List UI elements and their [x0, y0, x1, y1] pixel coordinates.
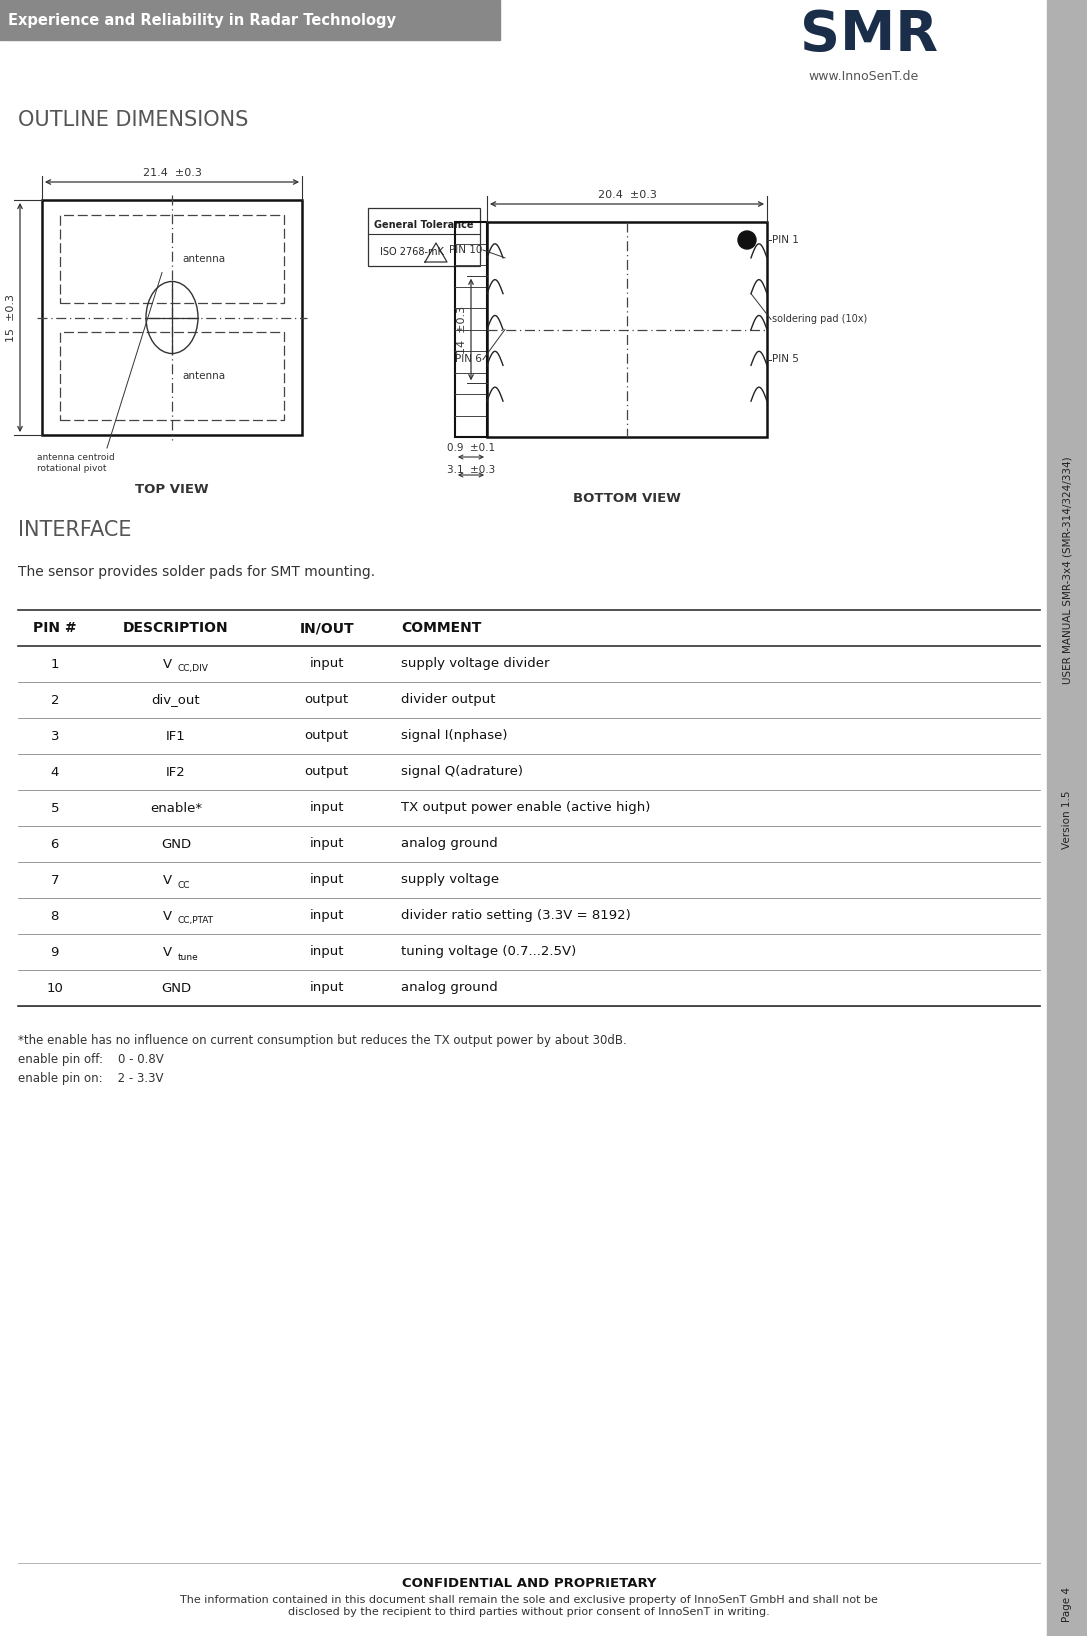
Bar [368, 208, 480, 267]
Text: PIN 6: PIN 6 [455, 355, 482, 365]
Text: 20.4  ±0.3: 20.4 ±0.3 [598, 190, 657, 200]
Text: CONFIDENTIAL AND PROPRIETARY: CONFIDENTIAL AND PROPRIETARY [402, 1577, 657, 1590]
Text: PIN 5: PIN 5 [772, 355, 799, 365]
Text: antenna: antenna [182, 254, 225, 263]
Text: V: V [163, 874, 173, 887]
Bar [487, 222, 767, 437]
Text: input: input [310, 838, 343, 851]
Text: soldering pad (10x): soldering pad (10x) [772, 314, 867, 324]
Text: enable*: enable* [150, 802, 202, 815]
Text: V: V [163, 658, 173, 671]
Text: tune: tune [178, 952, 199, 962]
Text: div_out: div_out [151, 694, 200, 707]
Text: 8: 8 [51, 910, 59, 923]
Text: *the enable has no influence on current consumption but reduces the TX output po: *the enable has no influence on current … [18, 1034, 627, 1047]
Text: signal Q(adrature): signal Q(adrature) [401, 766, 523, 779]
Text: tuning voltage (0.7...2.5V): tuning voltage (0.7...2.5V) [401, 946, 576, 959]
Text: General Tolerance: General Tolerance [374, 219, 474, 231]
Text: 2: 2 [50, 694, 59, 707]
Text: output: output [304, 694, 349, 707]
Text: 3: 3 [50, 730, 59, 743]
Text: input: input [310, 658, 343, 671]
Text: CC,PTAT: CC,PTAT [178, 916, 214, 926]
Text: enable pin off:    0 - 0.8V: enable pin off: 0 - 0.8V [18, 1054, 164, 1067]
Text: CC,DIV: CC,DIV [178, 664, 209, 674]
Text: Version 1.5: Version 1.5 [1062, 790, 1072, 849]
Text: ISO 2768-mK: ISO 2768-mK [380, 247, 443, 257]
Bar [60, 214, 284, 303]
Text: Experience and Reliability in Radar Technology: Experience and Reliability in Radar Tech… [8, 13, 396, 28]
Text: SMR: SMR [800, 8, 938, 62]
Text: input: input [310, 982, 343, 995]
Text: V: V [163, 910, 173, 923]
Text: divider ratio setting (3.3V = 8192): divider ratio setting (3.3V = 8192) [401, 910, 630, 923]
Text: supply voltage divider: supply voltage divider [401, 658, 550, 671]
Text: OUTLINE DIMENSIONS: OUTLINE DIMENSIONS [18, 110, 248, 129]
Text: GND: GND [161, 838, 191, 851]
Text: input: input [310, 874, 343, 887]
Text: Page 4: Page 4 [1062, 1587, 1072, 1623]
Bar [1047, 0, 1087, 1636]
Text: analog ground: analog ground [401, 838, 498, 851]
Text: USER MANUAL SMR-3x4 (SMR-314/324/334): USER MANUAL SMR-3x4 (SMR-314/324/334) [1062, 456, 1072, 684]
Text: PIN 1: PIN 1 [772, 236, 799, 245]
Text: V: V [163, 946, 173, 959]
Text: signal I(nphase): signal I(nphase) [401, 730, 508, 743]
Text: 5: 5 [50, 802, 59, 815]
Bar [455, 222, 487, 437]
Text: PIN 10: PIN 10 [449, 245, 482, 255]
Text: 3.1  ±0.3: 3.1 ±0.3 [447, 465, 495, 474]
Text: divider output: divider output [401, 694, 496, 707]
Text: 1: 1 [50, 658, 59, 671]
Bar [42, 200, 302, 435]
Text: enable pin on:    2 - 3.3V: enable pin on: 2 - 3.3V [18, 1072, 163, 1085]
Text: 0.9  ±0.1: 0.9 ±0.1 [447, 443, 495, 453]
Text: 6: 6 [51, 838, 59, 851]
Text: input: input [310, 946, 343, 959]
Text: GND: GND [161, 982, 191, 995]
Text: The sensor provides solder pads for SMT mounting.: The sensor provides solder pads for SMT … [18, 564, 375, 579]
Text: analog ground: analog ground [401, 982, 498, 995]
Text: 4: 4 [51, 766, 59, 779]
Text: 10: 10 [47, 982, 63, 995]
Text: COMMENT: COMMENT [401, 622, 482, 635]
Text: 15  ±0.3: 15 ±0.3 [7, 293, 16, 342]
Text: input: input [310, 910, 343, 923]
Text: DESCRIPTION: DESCRIPTION [123, 622, 228, 635]
Bar [60, 332, 284, 420]
Text: TX output power enable (active high): TX output power enable (active high) [401, 802, 650, 815]
Text: 9: 9 [51, 946, 59, 959]
Text: CC: CC [178, 880, 190, 890]
Text: 7: 7 [50, 874, 59, 887]
Text: 14  ±0.3: 14 ±0.3 [457, 306, 467, 353]
Text: TOP VIEW: TOP VIEW [135, 483, 209, 496]
Text: PIN #: PIN # [33, 622, 76, 635]
Text: IF2: IF2 [166, 766, 186, 779]
Text: IF1: IF1 [166, 730, 186, 743]
Text: antenna centroid
rotational pivot: antenna centroid rotational pivot [37, 453, 115, 473]
Text: output: output [304, 766, 349, 779]
Text: 21.4  ±0.3: 21.4 ±0.3 [142, 169, 201, 178]
Text: BOTTOM VIEW: BOTTOM VIEW [573, 492, 680, 506]
Text: input: input [310, 802, 343, 815]
Text: INTERFACE: INTERFACE [18, 520, 132, 540]
Circle shape [738, 231, 755, 249]
Bar [0, 0, 500, 39]
Text: IN/OUT: IN/OUT [299, 622, 354, 635]
Text: www.InnoSenT.de: www.InnoSenT.de [808, 70, 919, 83]
Text: supply voltage: supply voltage [401, 874, 499, 887]
Text: output: output [304, 730, 349, 743]
Text: The information contained in this document shall remain the sole and exclusive p: The information contained in this docume… [180, 1595, 878, 1616]
Text: antenna: antenna [182, 371, 225, 381]
